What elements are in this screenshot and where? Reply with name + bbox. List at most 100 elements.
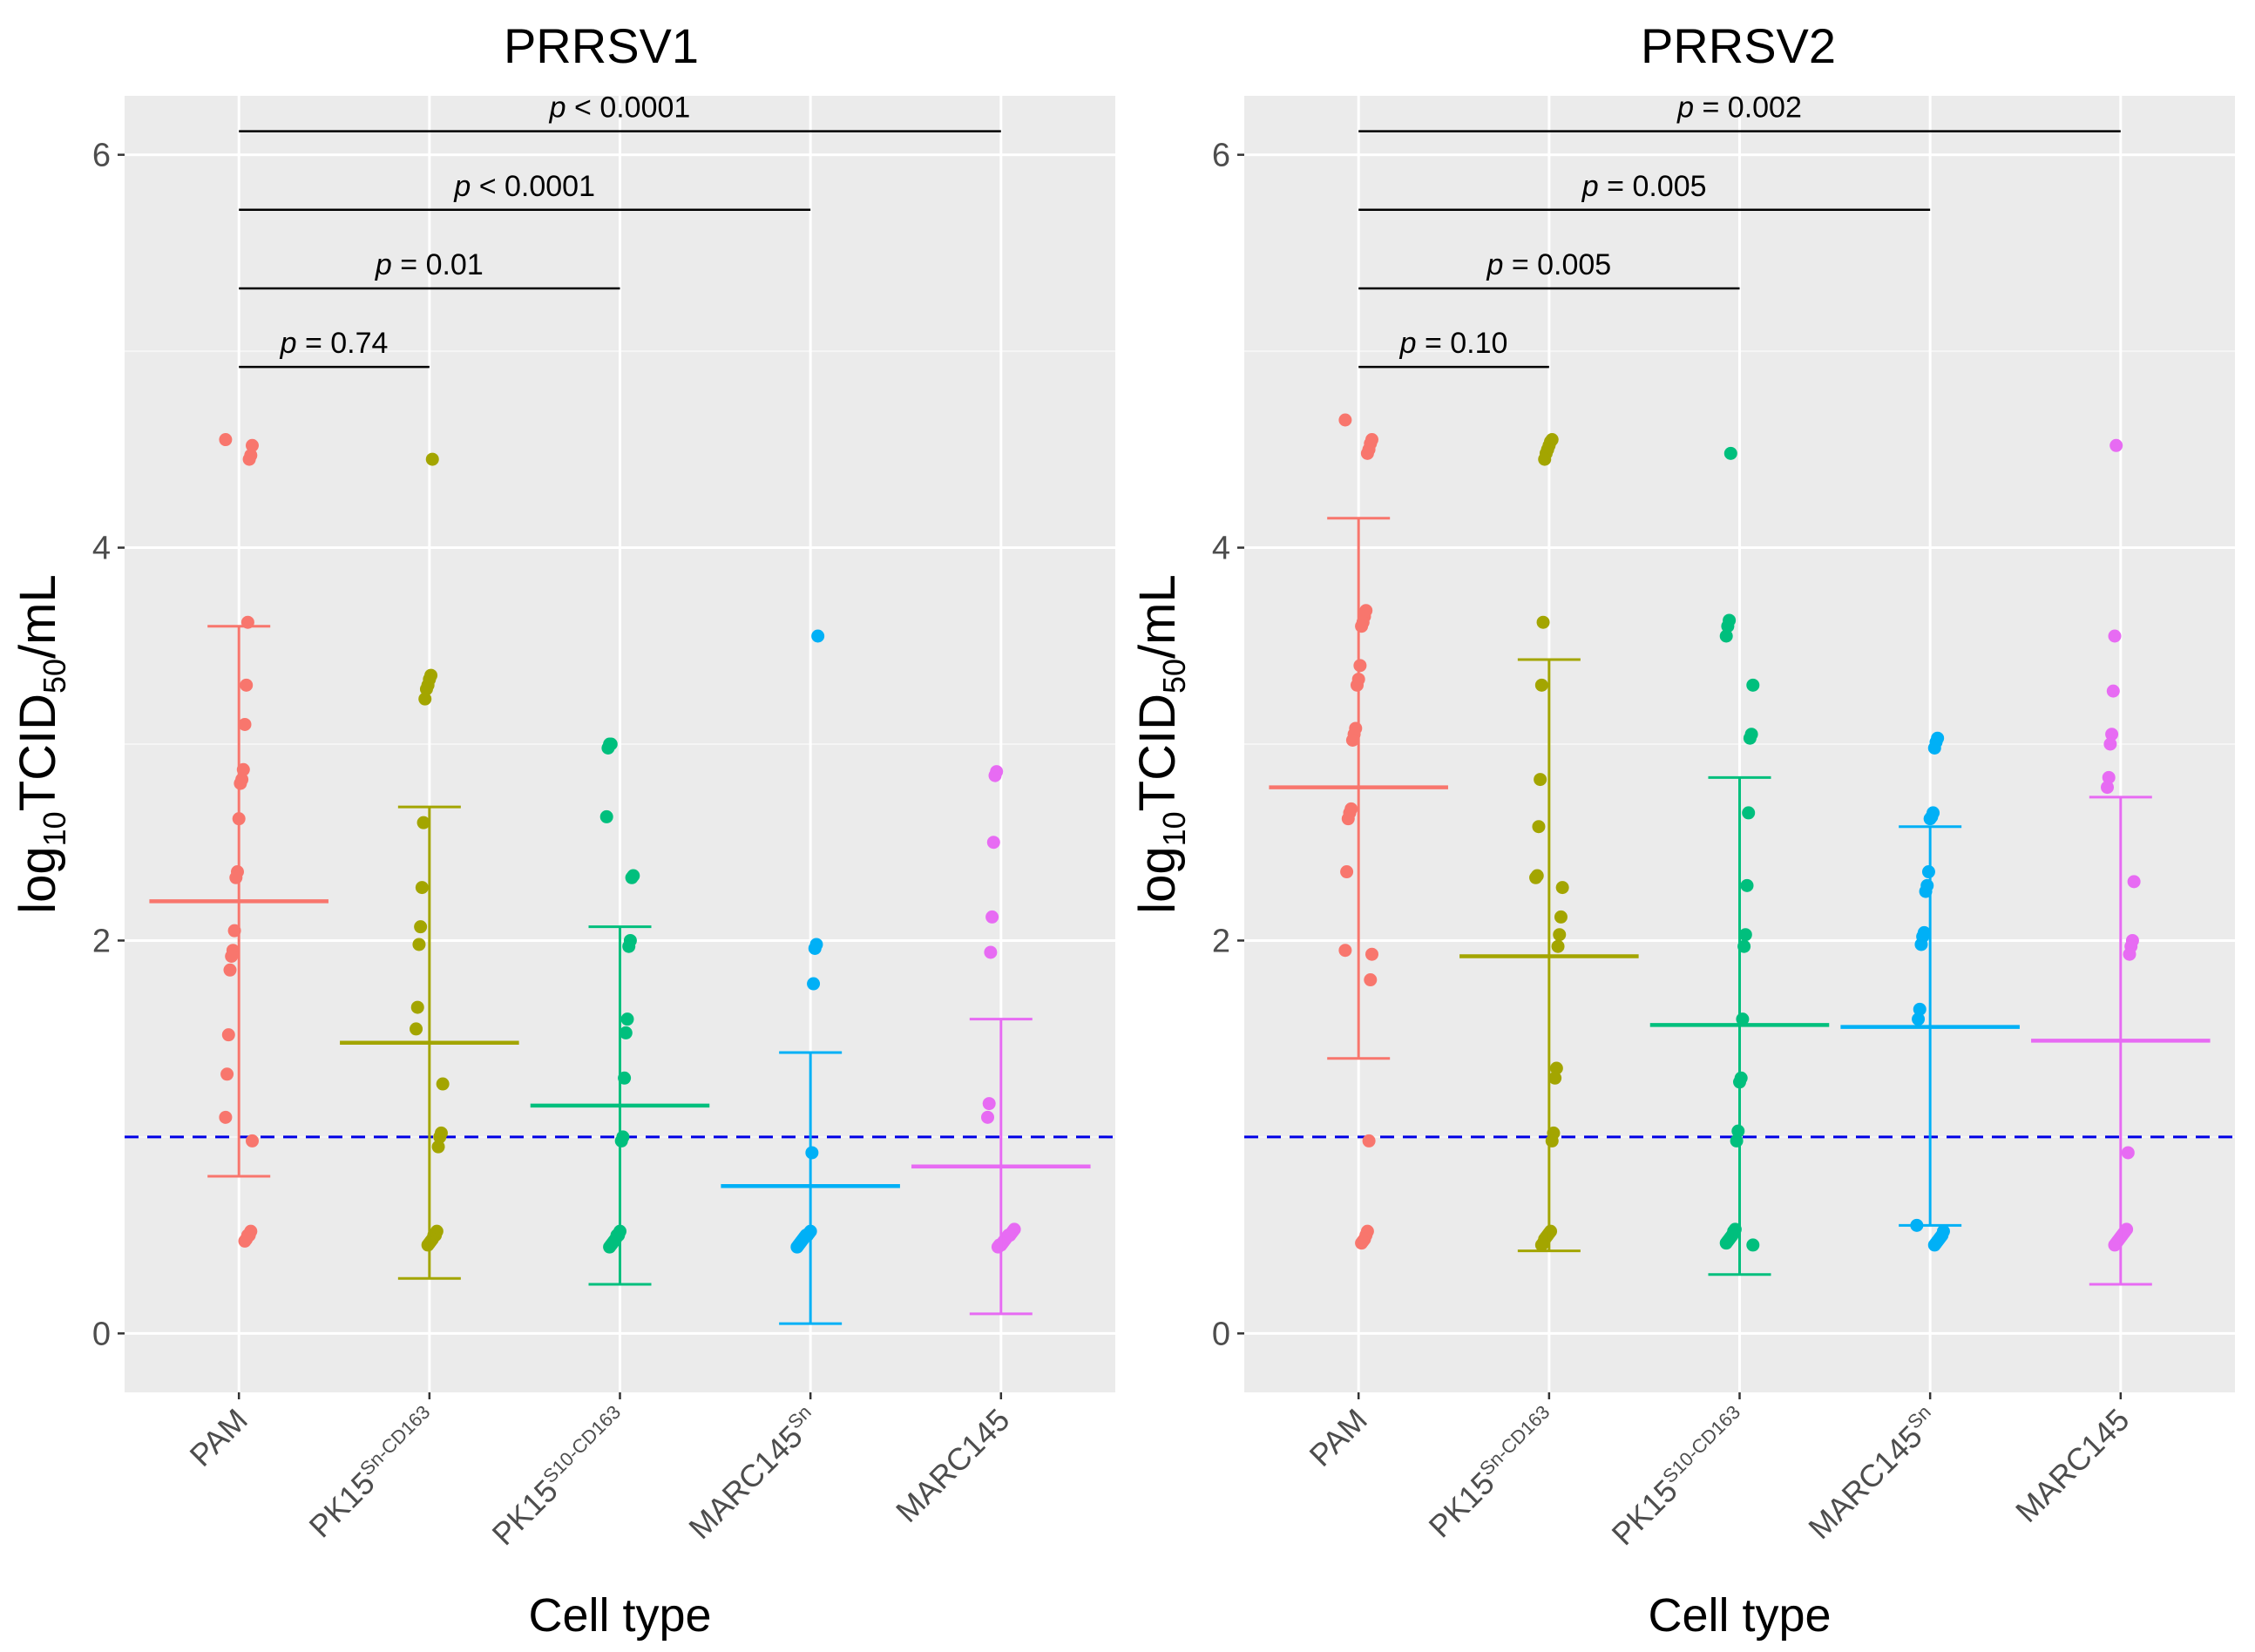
series-3 <box>1840 731 2020 1252</box>
data-point <box>2108 1238 2122 1252</box>
data-point <box>240 678 254 692</box>
data-point <box>1549 1061 1563 1075</box>
data-point <box>1355 1236 1369 1250</box>
data-point <box>245 438 259 452</box>
p-operator: = <box>1503 248 1537 281</box>
data-point <box>2106 684 2120 698</box>
p-operator: = <box>1599 170 1633 203</box>
data-point <box>2103 737 2117 751</box>
panel-title: PRRSV1 <box>504 18 699 73</box>
data-point <box>1534 773 1547 787</box>
p-value: 0.10 <box>1450 327 1507 360</box>
p-value-label: p = 0.10 <box>1399 327 1508 360</box>
data-point <box>238 717 252 731</box>
data-point <box>1532 820 1546 834</box>
data-point <box>2102 770 2116 784</box>
data-point <box>410 1000 424 1014</box>
y-title-sub: 10 <box>37 811 72 846</box>
p-value-label: p < 0.0001 <box>549 91 691 125</box>
data-point <box>418 692 432 706</box>
data-point <box>614 1134 628 1148</box>
data-point <box>1914 938 1928 951</box>
y-title-base: log <box>1129 846 1186 913</box>
p-value-label: p = 0.74 <box>280 327 389 360</box>
data-point <box>2109 438 2123 452</box>
y-title-sub: 10 <box>1156 811 1192 846</box>
data-point <box>619 1026 633 1039</box>
p-symbol: p <box>453 170 471 203</box>
y-axis-title: log10TCID50/mL <box>10 574 72 914</box>
data-point <box>1723 446 1737 460</box>
data-point <box>1340 865 1354 879</box>
data-point <box>1548 1071 1562 1085</box>
data-point <box>412 938 426 951</box>
data-point <box>1927 1238 1941 1252</box>
data-point <box>790 1240 804 1254</box>
y-tick-label: 4 <box>92 531 111 567</box>
data-point <box>223 963 237 977</box>
p-operator: = <box>1417 327 1451 360</box>
data-point <box>1923 812 1937 826</box>
data-point <box>1534 1238 1548 1252</box>
y-tick-label: 0 <box>92 1316 111 1352</box>
data-point <box>982 1097 996 1111</box>
data-point <box>2101 781 2115 795</box>
data-point <box>1719 1236 1733 1250</box>
data-point <box>419 682 433 696</box>
p-value: 0.0001 <box>504 170 595 203</box>
p-operator: = <box>297 327 331 360</box>
p-value: 0.005 <box>1537 248 1611 281</box>
data-point <box>1545 1134 1559 1148</box>
data-point <box>1553 928 1567 942</box>
data-point <box>221 1028 235 1042</box>
p-value-label: p = 0.005 <box>1486 248 1611 281</box>
y-tick-label: 4 <box>1212 531 1230 567</box>
data-point <box>1341 812 1355 826</box>
y-axis-title: log10TCID50/mL <box>1129 574 1192 914</box>
data-point <box>2108 629 2122 643</box>
panel-title: PRRSV2 <box>1641 18 1836 73</box>
data-point <box>1529 870 1543 884</box>
p-symbol: p <box>1486 248 1503 281</box>
series-2 <box>1649 446 1830 1276</box>
data-point <box>1927 741 1941 755</box>
data-point <box>603 1240 617 1254</box>
data-point <box>1746 1238 1760 1252</box>
data-point <box>1738 928 1752 942</box>
data-point <box>1551 939 1565 953</box>
y-title-tail: /mL <box>10 574 66 659</box>
data-point <box>2127 875 2141 889</box>
data-point <box>808 941 822 955</box>
data-point <box>1338 413 1352 427</box>
y-title-tail: /mL <box>1129 574 1186 659</box>
data-point <box>620 1012 634 1026</box>
data-point <box>415 881 429 895</box>
data-point <box>229 870 243 884</box>
data-point <box>811 629 825 643</box>
y-title-sub: 50 <box>1156 659 1192 694</box>
data-point <box>219 433 233 447</box>
p-symbol: p <box>1399 327 1417 360</box>
y-tick-label: 6 <box>92 138 111 174</box>
data-point <box>1746 678 1760 692</box>
data-point <box>1360 446 1374 460</box>
data-point <box>1355 620 1369 633</box>
series-1 <box>340 452 519 1280</box>
data-point <box>1338 944 1352 958</box>
data-point <box>421 1238 435 1252</box>
series-4 <box>2031 438 2211 1286</box>
p-symbol: p <box>1581 170 1599 203</box>
y-title-base: log <box>10 846 66 913</box>
data-point <box>991 1240 1005 1254</box>
data-point <box>1912 1012 1926 1026</box>
data-point <box>1364 973 1378 987</box>
y-tick-label: 0 <box>1212 1316 1230 1352</box>
p-value-label: p = 0.005 <box>1581 170 1707 203</box>
p-operator: = <box>1694 91 1728 125</box>
data-point <box>433 1130 447 1144</box>
data-point <box>1719 629 1733 643</box>
p-symbol: p <box>1676 91 1694 125</box>
p-value: 0.01 <box>426 248 484 281</box>
data-point <box>1365 947 1378 961</box>
data-point <box>1731 1124 1745 1138</box>
